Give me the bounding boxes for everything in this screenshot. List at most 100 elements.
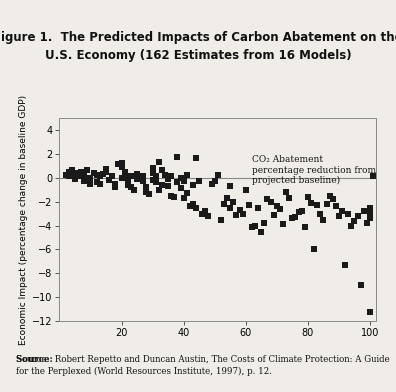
Point [69,167,75,174]
Point [122,169,128,175]
Point [78,169,84,175]
Point [72,171,78,177]
Point [156,187,162,193]
Point [292,214,299,220]
Point [295,209,302,216]
Point [149,170,156,176]
Point [286,195,292,201]
Point [358,282,364,289]
Point [240,211,246,217]
Point [270,212,277,218]
Point [351,218,358,224]
Point [181,178,187,184]
Point [258,229,265,235]
Point [345,211,351,217]
Point [140,178,147,184]
Point [66,169,72,175]
Point [370,173,376,180]
Point [165,176,171,182]
Point [112,184,118,190]
Point [317,211,324,217]
Point [165,183,171,189]
Point [277,205,283,212]
Point [90,170,97,176]
Point [134,176,140,182]
Point [81,178,88,184]
Point [72,176,78,182]
Point [311,246,317,252]
Point [339,208,345,214]
Point [140,173,147,180]
Point [115,161,122,167]
Point [333,203,339,209]
Point [367,204,373,211]
Point [137,174,143,181]
Point [63,172,69,178]
Point [181,195,187,201]
Point [168,173,174,180]
Point [236,207,243,213]
Point [143,184,150,190]
Point [128,173,134,180]
Point [159,181,165,188]
Y-axis label: Economic Impact (percentage change in baseline GDP): Economic Impact (percentage change in ba… [19,94,28,345]
Point [202,208,209,214]
Point [261,220,268,226]
Text: Source:  Robert Repetto and Duncan Austin, The Costs of Climate Protection: A Gu: Source: Robert Repetto and Duncan Austin… [16,355,390,364]
Text: Figure 1.  The Predicted Impacts of Carbon Abatement on the: Figure 1. The Predicted Impacts of Carbo… [0,31,396,44]
Point [367,211,373,217]
Point [243,187,249,193]
Point [134,171,140,177]
Point [264,196,270,202]
Point [149,165,156,171]
Point [118,160,125,166]
Point [320,216,327,223]
Point [93,172,100,178]
Point [118,174,125,181]
Point [97,180,103,187]
Point [177,174,184,181]
Point [75,173,81,180]
Point [122,172,128,178]
Point [81,173,88,180]
Point [112,180,118,187]
Point [159,167,165,174]
Point [177,185,184,191]
Point [184,190,190,196]
Point [128,184,134,190]
Point [109,173,115,180]
Text: CO₂ Abatement
percentage reduction from
projected baseline): CO₂ Abatement percentage reduction from … [252,155,376,185]
Point [326,192,333,199]
Point [246,202,252,208]
Text: for the Perplexed (World Resources Institute, 1997), p. 12.: for the Perplexed (World Resources Insti… [16,367,272,376]
Point [218,216,224,223]
Point [125,176,131,182]
Point [367,215,373,221]
Point [308,200,314,206]
Point [143,189,150,195]
Point [149,177,156,183]
Point [190,201,196,207]
Point [190,181,196,188]
Point [93,179,100,185]
Point [146,191,152,198]
Point [221,201,227,207]
Point [364,220,370,226]
Point [267,198,274,205]
Point [348,222,354,229]
Point [299,208,305,214]
Point [227,183,233,189]
Point [252,222,258,229]
Point [289,215,295,221]
Point [174,179,181,185]
Point [205,213,211,219]
Point [227,204,233,211]
Point [305,194,311,200]
Point [131,187,137,193]
Point [66,173,72,180]
Point [224,195,230,201]
Point [87,180,93,187]
Point [125,181,131,188]
Point [106,177,112,183]
Point [118,163,125,170]
